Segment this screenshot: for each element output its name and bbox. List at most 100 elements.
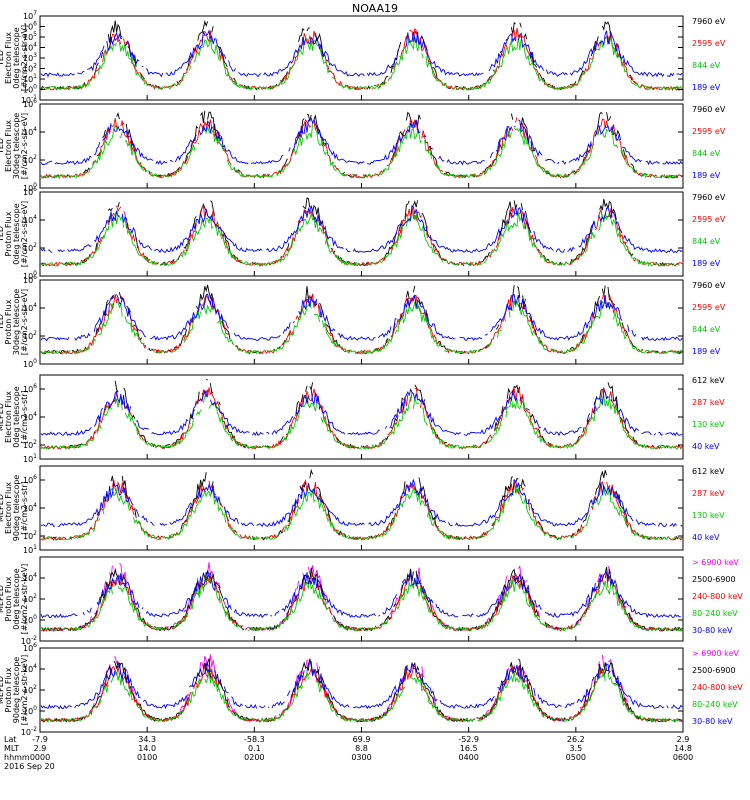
panel-frame [39,103,684,189]
legend: 612 keV 287 keV 130 keV 40 keV [692,467,725,542]
x-row-label-mlt: MLT [4,744,19,753]
trace-189-ev [40,293,683,342]
y-tick-label: 105 [23,31,37,42]
legend-entry: 2500-6900 [692,666,736,675]
y-axis-label: MEPEDElectron Flux0deg telescope[#/cm2-s… [0,386,29,447]
legend-entry: 844 eV [692,325,721,334]
y-tick-label: 106 [23,274,37,285]
y-tick-label: 106 [23,98,37,109]
y-tick-label: 102 [23,530,37,541]
y-tick-label: 10-2 [21,635,37,646]
x-row-label-hhmm: hhmm [4,753,30,762]
panel-2: 100 102 104 106 TEDElectron Flux30deg telesc… [0,98,726,193]
legend-entry: 7960 eV [692,105,726,114]
legend-entry: 7960 eV [692,281,726,290]
x-tick-label-hhmm: 0300 [351,753,371,762]
y-tick-label: 106 [23,474,37,485]
trace-80-240-kev [40,578,683,632]
panel-frame [39,191,684,277]
x-tick-label-hhmm: 0000 [30,753,50,762]
x-tick-label-mlt: 14.8 [674,744,692,753]
figure-title: NOAA19 [352,2,398,15]
trace-844-ev [41,212,682,266]
legend-entry: 287 keV [692,398,725,407]
legend-entry: 189 eV [692,259,721,268]
trace-844-ev [40,299,683,355]
legend-entry: 2595 eV [692,215,726,224]
legend: 612 keV 287 keV 130 keV 40 keV [692,376,725,451]
y-axis-label: MEPEDProton Flux90deg telescope[#/cm2-s-… [0,655,29,726]
y-axis-label: MEPEDProton Flux0deg telescope[#/cm2-s-s… [0,564,29,635]
legend: 7960 eV 2595 eV 844 eV 189 eV [692,281,726,356]
x-tick-label-mlt: 2.9 [34,744,47,753]
legend-entry: 287 keV [692,489,725,498]
trace-189-ev [40,117,683,166]
x-tick-label-mlt: 16.5 [460,744,478,753]
trace-189-ev [40,29,683,78]
trace-130-kev [40,485,683,541]
y-axis-label: TEDProton Flux30deg telescope[#/cm2-s-st… [0,289,29,356]
y-axis-label: MEPEDElectron Flux90deg telescope[#/cm2-… [0,475,29,542]
legend-entry: 2595 eV [692,127,726,136]
legend: 7960 eV 2595 eV 844 eV 189 eV [692,17,726,92]
y-tick-label: 10-1 [21,94,37,105]
x-tick-label-mlt: 14.0 [138,744,156,753]
legend-entry: > 6900 keV [692,558,739,567]
y-tick-label: 102 [23,593,37,604]
y-tick-label: 104 [23,302,37,313]
panel-8: 10-2 100 102 104 106 MEPEDProton Flux90deg te… [0,642,743,737]
x-tick-label-lat: -58.3 [244,735,265,744]
legend: 7960 eV 2595 eV 844 eV 189 eV [692,105,726,180]
trace-40-kev [40,479,683,528]
legend: > 6900 keV 2500-6900 240-800 keV 80-240 keV… [692,649,743,726]
legend-entry: 2500-6900 [692,575,736,584]
x-tick-label-hhmm: 0400 [458,753,478,762]
panel-4: 100 102 104 106 TEDProton Flux30deg telescop… [0,274,726,369]
x-tick-label-lat: 69.9 [353,735,371,744]
y-tick-label: 103 [23,52,37,63]
x-tick-label-mlt: 8.8 [355,744,368,753]
trace-7960-ev [40,20,680,91]
x-tick-label-hhmm: 0600 [673,753,693,762]
trace-7960-ev [43,284,683,355]
x-tick-label-lat: 26.2 [567,735,585,744]
legend-entry: 40 keV [692,442,720,451]
trace-80-240-kev [40,670,683,723]
legend-entry: 7960 eV [692,17,726,26]
y-tick-label: 104 [23,663,37,674]
date-label: 2016 Sep 20 [4,762,55,771]
trace-6900-kev [45,654,683,723]
panels-group: 10-1100101102103104105106107TEDElectron … [0,10,743,737]
y-tick-label: 104 [23,411,37,422]
trace-287-kev [40,479,683,541]
legend-entry: 844 eV [692,149,721,158]
legend: > 6900 keV 2500-6900 240-800 keV 80-240 keV… [692,558,743,635]
y-tick-label: 101 [23,73,37,84]
trace-2500-6900 [41,658,683,723]
x-row-label-lat: Lat [4,735,17,744]
x-tick-label-mlt: 0.1 [248,744,261,753]
legend-entry: 612 keV [692,376,725,385]
y-axis-label: TEDElectron Flux30deg telescope[#/cm2-s-… [0,113,29,180]
y-tick-label: 104 [23,214,37,225]
legend-entry: 612 keV [692,467,725,476]
y-tick-label: 104 [23,572,37,583]
y-tick-label: 102 [23,330,37,341]
legend-entry: 7960 eV [692,193,726,202]
y-tick-label: 106 [23,383,37,394]
trace-2595-ev [41,204,683,267]
legend-entry: 844 eV [692,237,721,246]
x-tick-label-hhmm: 0100 [137,753,157,762]
y-tick-label: 100 [23,614,37,625]
y-tick-label: 106 [23,186,37,197]
y-tick-label: 102 [23,242,37,253]
x-tick-label-hhmm: 0200 [244,753,264,762]
y-tick-label: 104 [23,42,37,53]
y-tick-label: 100 [23,270,37,281]
y-tick-label: 101 [23,544,37,555]
panel-frame [39,279,684,365]
y-tick-label: 106 [23,642,37,653]
panel-frame [39,465,684,551]
trace-612-kev [44,470,681,539]
trace-844-ev [40,36,683,91]
